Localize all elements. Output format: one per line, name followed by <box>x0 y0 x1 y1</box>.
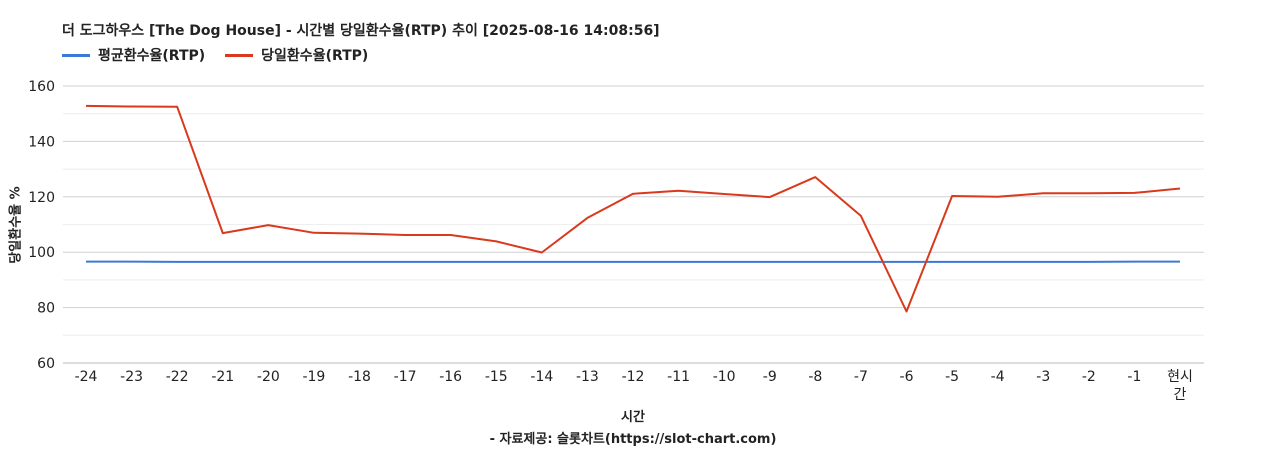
y-tick-label: 100 <box>28 245 55 261</box>
x-tick-label: 간 <box>1174 387 1187 403</box>
legend-swatch-daily <box>225 53 254 57</box>
x-tick-label: -1 <box>1127 369 1141 385</box>
x-tick-label: -8 <box>808 369 822 385</box>
x-tick-label: -3 <box>1036 369 1050 385</box>
x-tick-label: -17 <box>394 369 417 385</box>
x-tick-label: -12 <box>622 369 645 385</box>
x-tick-label: -9 <box>763 369 777 385</box>
x-tick-label: -14 <box>530 369 553 385</box>
x-axis-label: 시간 <box>621 410 645 425</box>
legend-item-daily-rtp[interactable]: 당일환수율(RTP) <box>225 45 368 65</box>
legend: 평균환수율(RTP) 당일환수율(RTP) <box>62 45 368 65</box>
x-tick-label: -19 <box>302 369 325 385</box>
x-tick-label: -6 <box>900 369 914 385</box>
legend-swatch-avg <box>62 53 90 57</box>
source-credit: - 자료제공: 슬롯차트(https://slot-chart.com) <box>489 432 777 447</box>
x-tick-label: -18 <box>348 369 371 385</box>
x-tick-label: -4 <box>991 369 1005 385</box>
y-tick-label: 140 <box>28 134 55 150</box>
y-tick-label: 160 <box>28 79 55 95</box>
x-tick-label: -5 <box>945 369 959 385</box>
y-tick-label: 60 <box>37 356 55 372</box>
x-tick-label: 현시 <box>1167 369 1193 385</box>
legend-label-daily: 당일환수율(RTP) <box>261 48 369 64</box>
legend-label-avg: 평균환수율(RTP) <box>98 48 206 64</box>
x-tick-label: -21 <box>211 369 234 385</box>
series-line-daily-rtp <box>85 104 1181 313</box>
y-tick-label: 80 <box>37 301 55 317</box>
x-tick-label: -24 <box>75 369 98 385</box>
x-tick-label: -16 <box>439 369 462 385</box>
x-tick-label: -2 <box>1082 369 1096 385</box>
y-tick-label: 120 <box>28 190 55 206</box>
chart-title: 더 도그하우스 [The Dog House] - 시간별 당일환수율(RTP)… <box>62 23 660 39</box>
x-tick-label: -22 <box>166 369 189 385</box>
x-tick-label: -10 <box>713 369 736 385</box>
x-tick-label: -23 <box>120 369 143 385</box>
x-tick-label: -11 <box>667 369 690 385</box>
x-tick-label: -20 <box>257 369 280 385</box>
x-tick-label: -15 <box>485 369 508 385</box>
x-tick-label: -13 <box>576 369 599 385</box>
x-tick-label: -7 <box>854 369 868 385</box>
legend-item-avg-rtp[interactable]: 평균환수율(RTP) <box>62 45 205 65</box>
